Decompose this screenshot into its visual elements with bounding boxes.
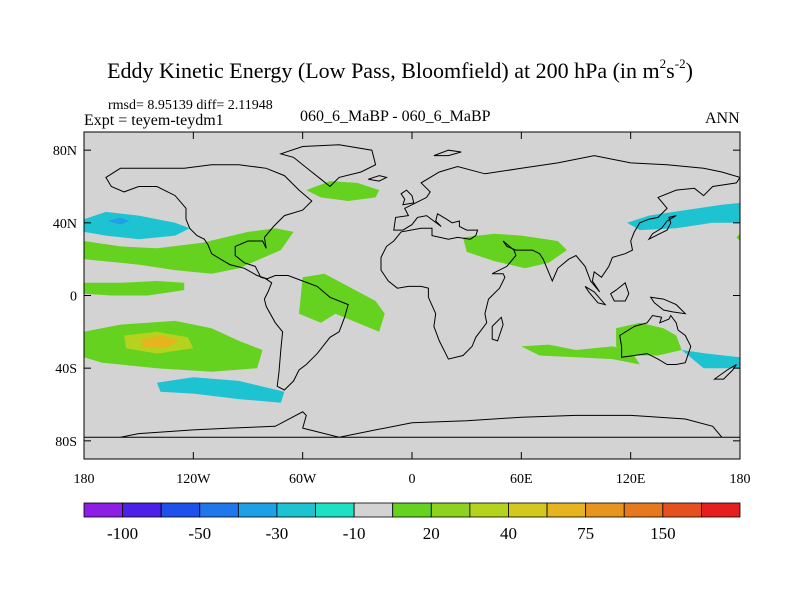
case-line: 060_6_MaBP - 060_6_MaBP — [300, 108, 491, 125]
colorbar-label: 40 — [500, 524, 517, 543]
contour-region-n-pacific-east — [627, 202, 740, 231]
expt-line: Expt = teyem-teydm1 — [84, 112, 224, 129]
x-tick-label: 0 — [409, 472, 416, 487]
colorbar-label: 150 — [650, 524, 676, 543]
colorbar-swatch — [662, 502, 702, 518]
colorbar-swatch — [546, 502, 587, 518]
x-tick-label: 120W — [176, 472, 211, 487]
contour-region-indian-ocean — [521, 344, 640, 365]
coastline-new-guinea — [649, 296, 687, 315]
y-tick-label: 40N — [53, 217, 77, 232]
contour-region-s-pacific-low — [156, 377, 285, 403]
colorbar-swatch — [353, 502, 394, 518]
contour-region-west-asia — [463, 233, 567, 269]
colorbar-label: -30 — [266, 524, 289, 543]
coastline-australia — [619, 314, 692, 365]
colorbar-swatch — [160, 502, 201, 518]
coastline-south-america — [263, 275, 349, 391]
colorbar-swatch — [585, 502, 625, 518]
coastline-japan — [647, 215, 677, 241]
contour-region-tropical-atlantic — [299, 273, 385, 332]
title-sup1: 2 — [659, 56, 667, 71]
coastline-antarctica — [84, 411, 740, 438]
colorbar-swatch — [315, 502, 355, 518]
colorbar-swatch — [276, 502, 316, 518]
colorbar-label: -10 — [343, 524, 366, 543]
title-sup2: -2 — [674, 56, 686, 71]
contour-region-s-pacific-75 — [142, 335, 179, 349]
contour-region-south-tasman — [681, 350, 740, 369]
colorbar-swatch — [469, 502, 509, 518]
x-tick-label: 60W — [289, 472, 317, 487]
colorbar-swatch — [508, 502, 548, 518]
x-tick-label: 60E — [510, 472, 533, 487]
coastline-madagascar — [491, 316, 504, 342]
colorbar-swatch — [623, 502, 664, 518]
contour-region-australia-south — [616, 322, 682, 356]
y-tick-label: 80S — [55, 435, 77, 450]
y-tick-label: 40S — [55, 362, 77, 377]
coastline-sumatra — [584, 285, 607, 306]
y-tick-label: 0 — [70, 290, 77, 305]
colorbar-label: -50 — [188, 524, 211, 543]
coastline-iceland — [368, 175, 388, 182]
colorbar-label: -100 — [107, 524, 138, 543]
coastline-north-america — [105, 164, 313, 280]
contour-region-n-pacific-low — [84, 211, 190, 240]
colorbar-swatch — [83, 502, 123, 518]
colorbar-swatch — [430, 502, 471, 518]
stats-line: rmsd= 8.95139 diff= 2.11948 — [108, 98, 273, 113]
coastline-uk — [400, 189, 415, 206]
title-main: Eddy Kinetic Energy (Low Pass, Bloomfiel… — [107, 58, 660, 83]
x-tick-label: 180 — [730, 472, 751, 487]
coastline-eurasia-africa — [380, 155, 740, 360]
coastline-svalbard — [433, 149, 462, 157]
x-tick-label: 180 — [74, 472, 95, 487]
colorbar-swatch — [122, 502, 162, 518]
colorbar-swatch — [237, 502, 278, 518]
colorbar-swatch — [392, 502, 432, 518]
colorbar-label: 75 — [577, 524, 594, 543]
colorbar-label: 20 — [423, 524, 440, 543]
contour-region-n-atlantic — [306, 181, 380, 201]
colorbar-swatch — [199, 502, 239, 518]
chart-title: Eddy Kinetic Energy (Low Pass, Bloomfiel… — [0, 56, 800, 84]
x-tick-label: 120E — [616, 472, 646, 487]
contour-region-n-pacific-jet — [84, 228, 294, 274]
contour-region-n-pacific-low-core — [107, 217, 130, 225]
coastline-new-zealand — [712, 364, 737, 380]
contour-region-dateline-east — [736, 233, 740, 241]
map-background — [84, 132, 740, 459]
coastline-greenland — [279, 144, 377, 188]
y-tick-label: 80N — [53, 144, 77, 159]
title-mid: s — [666, 58, 675, 83]
title-end: ) — [685, 58, 693, 83]
contour-region-tropical-pacific — [84, 281, 185, 296]
coastline-borneo — [609, 281, 630, 302]
season-label: ANN — [705, 110, 740, 127]
colorbar-swatch — [701, 502, 741, 518]
